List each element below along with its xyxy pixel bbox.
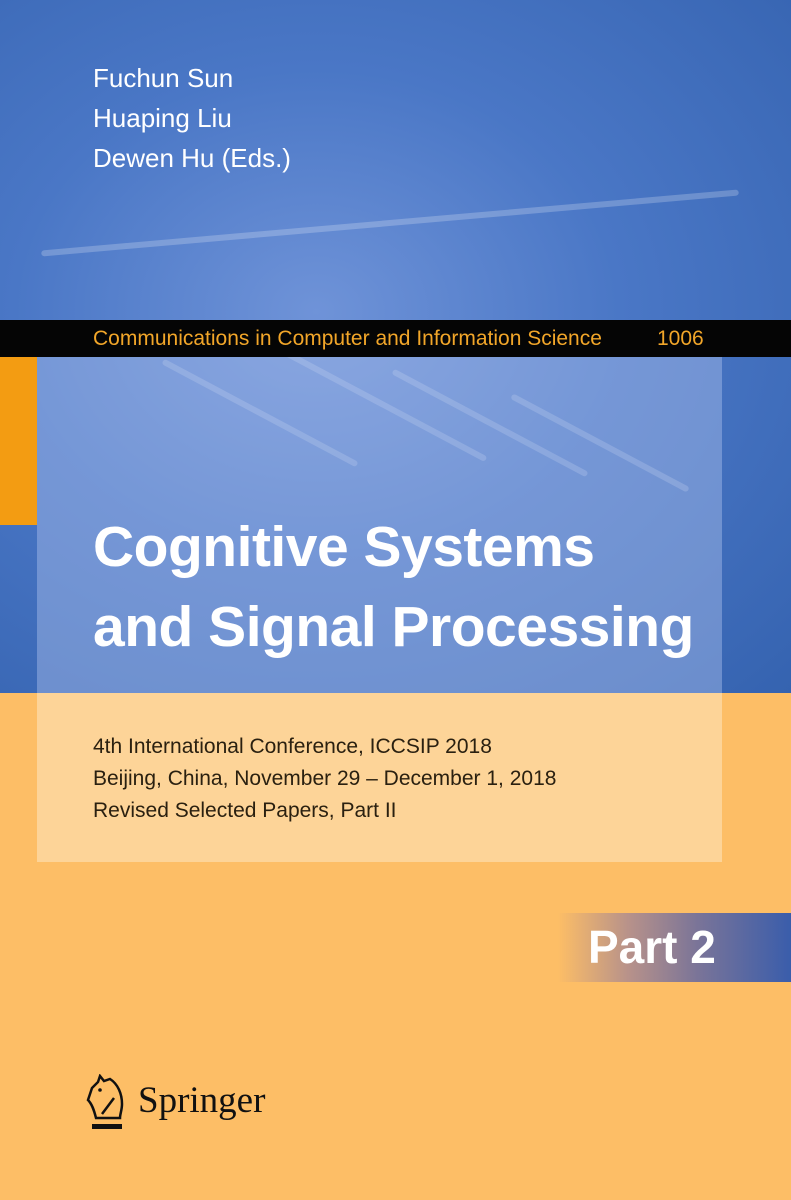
publisher-name: Springer: [138, 1079, 266, 1121]
editor: Fuchun Sun: [93, 63, 234, 93]
title-line: and Signal Processing: [93, 595, 694, 659]
book-title: Cognitive Systems and Signal Processing: [93, 507, 694, 667]
series-band: Communications in Computer and Informati…: [0, 320, 791, 357]
title-panel: [37, 357, 722, 693]
part-label: Part 2: [588, 921, 716, 973]
editor: Dewen Hu (Eds.): [93, 143, 291, 173]
part-band: [558, 913, 791, 982]
decor-streak: [41, 189, 739, 257]
editors: Fuchun Sun Huaping Liu Dewen Hu (Eds.): [93, 58, 291, 178]
springer-logo: Springer: [84, 1074, 265, 1132]
subtitle-line: Revised Selected Papers, Part II: [93, 799, 397, 822]
orange-accent-strip: [0, 357, 37, 525]
series-number: 1006: [657, 327, 704, 350]
subtitle: 4th International Conference, ICCSIP 201…: [93, 731, 556, 827]
subtitle-line: Beijing, China, November 29 – December 1…: [93, 767, 557, 790]
knight-icon: [86, 1074, 124, 1129]
subtitle-panel: [37, 693, 722, 862]
editor: Huaping Liu: [93, 103, 232, 133]
subtitle-line: 4th International Conference, ICCSIP 201…: [93, 735, 492, 758]
title-line: Cognitive Systems: [93, 515, 595, 579]
series-name: Communications in Computer and Informati…: [93, 327, 602, 350]
